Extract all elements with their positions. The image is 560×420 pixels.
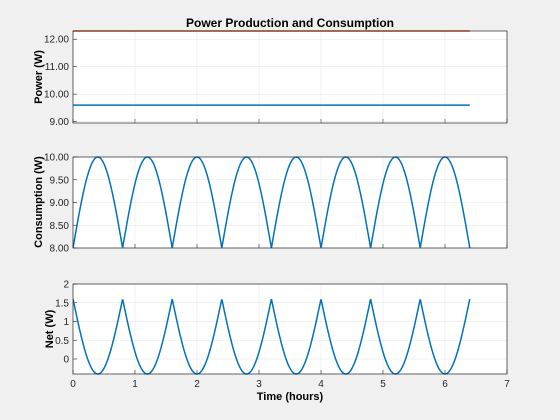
x-tick-label: 6 xyxy=(442,379,448,390)
y-tick-label: 10.00 xyxy=(44,153,69,164)
y-tick-label: 1 xyxy=(63,317,69,328)
y-tick-label: 12.00 xyxy=(44,35,69,46)
x-tick-label: 4 xyxy=(318,379,324,390)
net-axes-frame xyxy=(72,283,508,375)
y-axis-label-power: Power (W) xyxy=(33,50,45,104)
y-tick-label: 2 xyxy=(63,280,69,291)
power-axes-frame xyxy=(72,30,508,124)
net-axes: 0 0.5 1 1.5 2 0 1 2 3 4 5 6 7 xyxy=(55,280,510,391)
x-tick-label: 0 xyxy=(70,379,76,390)
x-tick-label: 1 xyxy=(132,379,138,390)
y-tick-label: 0 xyxy=(63,355,69,366)
power-axes: 9.00 10.00 11.00 12.00 xyxy=(44,30,508,128)
y-tick-label: 8.50 xyxy=(50,221,70,232)
consumption-axes-frame xyxy=(72,156,508,249)
x-tick-label: 5 xyxy=(380,379,386,390)
x-tick-label: 3 xyxy=(256,379,262,390)
y-tick-label: 0.5 xyxy=(55,336,69,347)
y-tick-label: 11.00 xyxy=(45,62,70,73)
y-tick-label: 1.5 xyxy=(55,298,69,309)
net-series-line-0 xyxy=(73,298,471,375)
y-tick-label: 8.00 xyxy=(50,244,70,255)
y-axis-label-net: Net (W) xyxy=(44,309,56,348)
chart-title: Power Production and Consumption xyxy=(186,16,394,30)
y-axis-label-consumption: Consumption (W) xyxy=(33,156,45,248)
y-tick-label: 9.50 xyxy=(50,175,70,186)
x-tick-label: 7 xyxy=(504,379,510,390)
x-axis-label: Time (hours) xyxy=(257,391,324,403)
x-tick-label: 2 xyxy=(194,379,200,390)
y-tick-label: 9.00 xyxy=(50,198,70,209)
y-tick-label: 10.00 xyxy=(44,90,69,101)
power-plot-area xyxy=(73,31,507,123)
consumption-axes: 8.00 8.50 9.00 9.50 10.00 xyxy=(44,153,508,255)
y-tick-label: 9.00 xyxy=(50,117,70,128)
